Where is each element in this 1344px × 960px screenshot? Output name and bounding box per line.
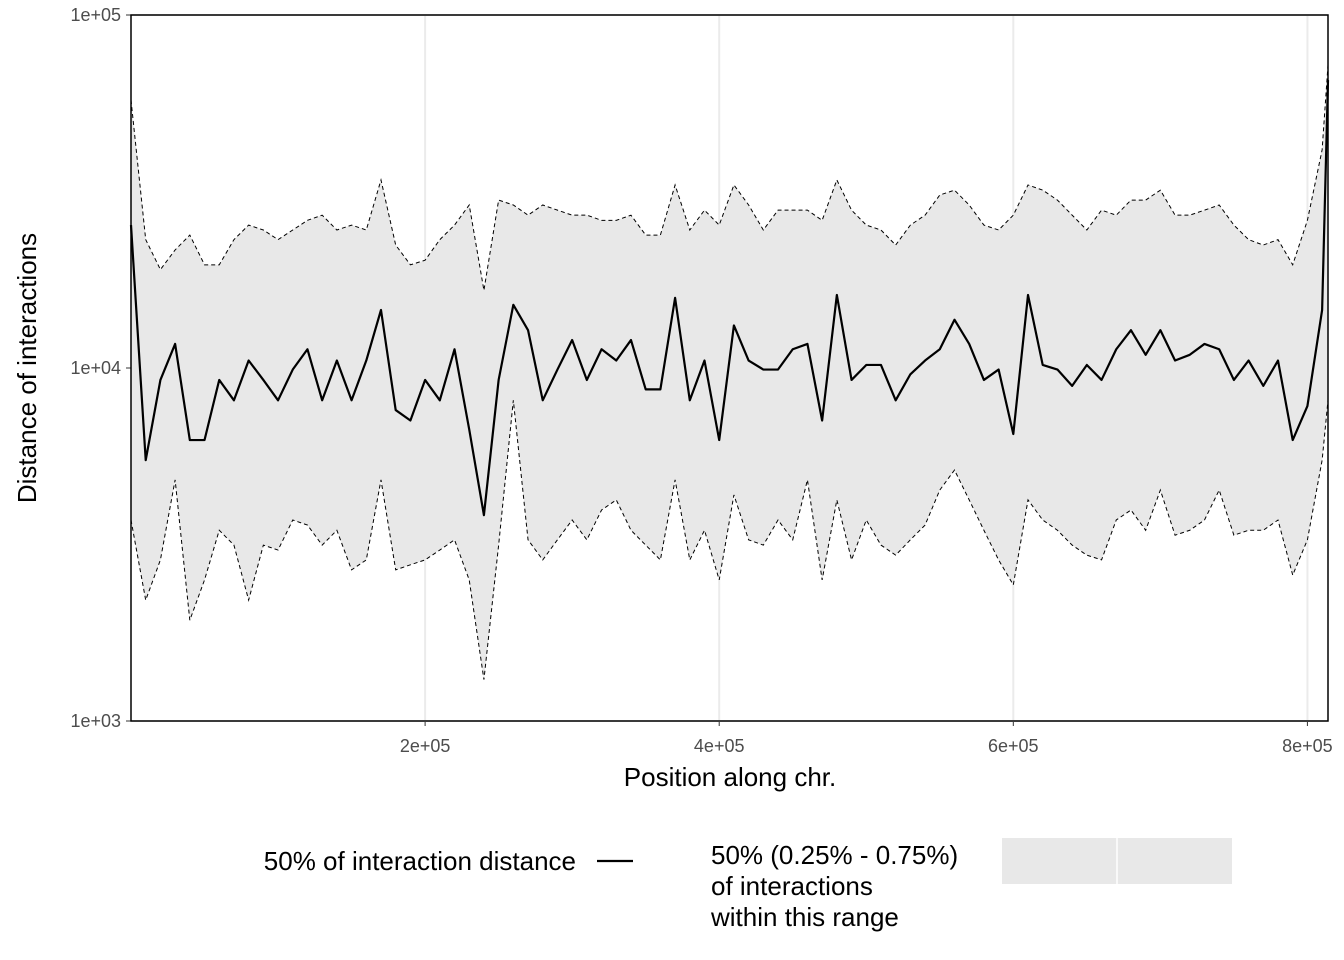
- y-tick-label: 1e+04: [70, 358, 121, 378]
- ribbon: [131, 65, 1328, 680]
- y-axis-title: Distance of interactions: [12, 233, 42, 503]
- median-line: [129, 80, 1330, 517]
- x-tick-label: 2e+05: [400, 736, 451, 756]
- lower-line: [130, 400, 1329, 680]
- y-tick-label: 1e+05: [70, 5, 121, 25]
- upper-line: [130, 65, 1329, 291]
- plot-border: [130, 14, 1329, 722]
- legend-label: 50% (0.25% - 0.75%): [711, 840, 958, 870]
- legend-label: 50% of interaction distance: [264, 846, 576, 876]
- legend-label: of interactions: [711, 871, 873, 901]
- x-tick-label: 8e+05: [1282, 736, 1333, 756]
- legend-label: within this range: [710, 902, 899, 932]
- x-axis-title: Position along chr.: [624, 762, 836, 792]
- y-tick-label: 1e+03: [70, 711, 121, 731]
- x-tick-label: 6e+05: [988, 736, 1039, 756]
- x-tick-label: 4e+05: [694, 736, 745, 756]
